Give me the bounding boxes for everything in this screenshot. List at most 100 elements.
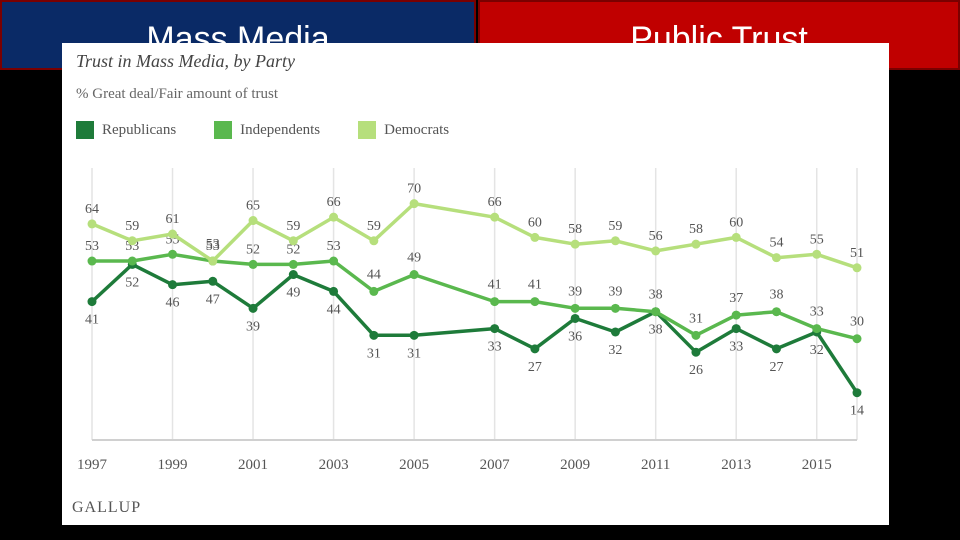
- data-point-independents: [168, 249, 178, 259]
- data-label-independents: 39: [608, 284, 622, 299]
- data-point-republicans: [852, 388, 862, 398]
- data-point-independents: [731, 310, 741, 320]
- x-tick-label: 2015: [802, 457, 832, 473]
- series-line-republicans: [90, 262, 859, 394]
- data-label-independents: 52: [246, 242, 260, 257]
- data-point-republicans: [288, 270, 298, 280]
- data-point-independents: [610, 303, 620, 313]
- data-point-independents: [490, 297, 500, 307]
- data-label-democrats: 70: [407, 182, 421, 197]
- data-label-independents: 39: [568, 284, 582, 299]
- data-label-independents: 37: [729, 291, 743, 306]
- data-point-republicans: [329, 286, 339, 296]
- data-point-republicans: [168, 280, 178, 290]
- data-point-independents: [248, 259, 258, 269]
- data-point-democrats: [208, 256, 218, 266]
- data-label-republicans: 38: [649, 323, 663, 338]
- data-point-democrats: [248, 216, 258, 226]
- x-tick-label: 2011: [641, 457, 670, 473]
- gallup-logo: GALLUP: [72, 499, 142, 516]
- data-label-democrats: 59: [286, 219, 300, 234]
- data-point-democrats: [691, 239, 701, 249]
- data-point-independents: [570, 303, 580, 313]
- data-point-independents: [369, 286, 379, 296]
- data-point-democrats: [530, 232, 540, 242]
- data-label-republicans: 32: [810, 343, 824, 358]
- data-label-independents: 53: [85, 239, 99, 254]
- data-point-democrats: [329, 212, 339, 222]
- data-label-democrats: 64: [85, 202, 99, 217]
- data-point-democrats: [731, 232, 741, 242]
- x-tick-label: 2003: [319, 457, 349, 473]
- data-point-democrats: [610, 236, 620, 246]
- legend-swatch-republicans: [76, 121, 94, 139]
- legend-swatch-independents: [214, 121, 233, 139]
- data-label-democrats: 65: [246, 199, 260, 214]
- data-label-democrats: 66: [488, 195, 502, 210]
- data-label-republicans: 31: [367, 346, 381, 361]
- data-label-democrats: 55: [810, 232, 824, 247]
- data-label-independents: 44: [367, 267, 381, 282]
- data-label-republicans: 27: [769, 360, 783, 375]
- data-label-independents: 31: [689, 311, 703, 326]
- data-point-republicans: [530, 344, 540, 354]
- data-label-independents: 41: [528, 278, 542, 293]
- data-label-democrats: 58: [568, 222, 582, 237]
- data-point-democrats: [168, 229, 178, 239]
- data-point-republicans: [771, 344, 781, 354]
- data-label-republicans: 36: [568, 329, 582, 344]
- data-label-republicans: 33: [488, 340, 502, 355]
- data-point-independents: [127, 256, 137, 266]
- x-tick-label: 1997: [77, 457, 108, 473]
- data-point-democrats: [127, 236, 137, 246]
- line-chart: 1997 1999 2001 2003 2005 2007 2009 2011 2013 2015…: [77, 168, 864, 473]
- legend-republicans: Republicans: [76, 121, 176, 139]
- legend-democrats: Democrats: [358, 121, 449, 139]
- data-label-republicans: 41: [85, 313, 99, 328]
- data-label-independents: 52: [286, 242, 300, 257]
- data-label-republicans: 39: [246, 319, 260, 334]
- data-point-independents: [530, 297, 540, 307]
- x-tick-label: 2009: [560, 457, 590, 473]
- legend-label-democrats: Democrats: [384, 121, 450, 138]
- data-label-republicans: 14: [850, 404, 864, 419]
- data-label-democrats: 58: [689, 222, 703, 237]
- data-point-republicans: [610, 327, 620, 337]
- data-point-democrats: [490, 212, 500, 222]
- data-point-republicans: [691, 347, 701, 357]
- data-label-independents: 33: [810, 305, 824, 320]
- data-point-republicans: [490, 324, 500, 334]
- chart-legend: Republicans Independents Democrats: [76, 121, 449, 139]
- data-point-democrats: [369, 236, 379, 246]
- chart-title: Trust in Mass Media, by Party: [76, 51, 295, 71]
- legend-label-republicans: Republicans: [102, 121, 177, 138]
- data-label-independents: 38: [649, 288, 663, 303]
- data-point-democrats: [651, 246, 661, 256]
- series-line-democrats: [91, 201, 858, 270]
- data-point-republicans: [369, 330, 379, 340]
- x-tick-label: 2013: [721, 457, 751, 473]
- data-label-democrats: 60: [528, 215, 542, 230]
- data-point-democrats: [771, 253, 781, 263]
- data-label-democrats: 59: [125, 219, 139, 234]
- data-point-independents: [771, 307, 781, 317]
- data-point-republicans: [87, 297, 97, 307]
- data-point-republicans: [731, 324, 741, 334]
- data-label-independents: 30: [850, 315, 864, 330]
- data-label-republicans: 32: [608, 343, 622, 358]
- legend-label-independents: Independents: [240, 121, 321, 138]
- data-label-independents: 41: [488, 278, 502, 293]
- data-point-independents: [87, 256, 97, 266]
- data-point-independents: [329, 256, 339, 266]
- data-point-democrats: [288, 236, 298, 246]
- data-point-republicans: [409, 330, 419, 340]
- data-label-independents: 38: [769, 288, 783, 303]
- data-point-republicans: [248, 303, 258, 313]
- data-label-independents: 49: [407, 251, 421, 266]
- data-label-independents: 53: [206, 237, 220, 252]
- data-label-republicans: 52: [125, 275, 139, 290]
- data-point-independents: [691, 330, 701, 340]
- data-point-independents: [409, 270, 419, 280]
- legend-independents: Independents: [214, 121, 320, 139]
- data-point-independents: [852, 334, 862, 344]
